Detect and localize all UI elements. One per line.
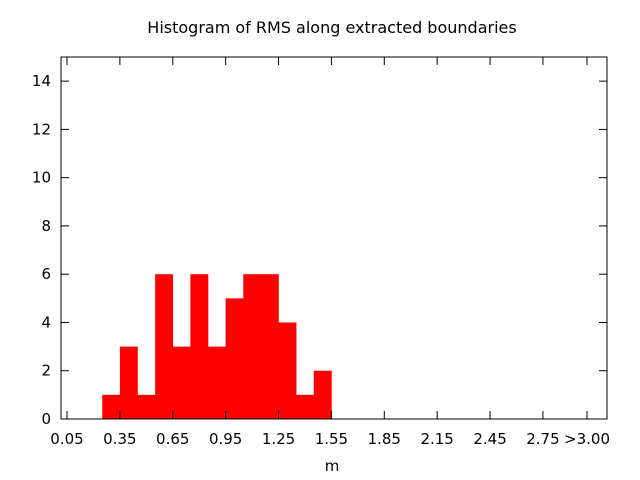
x-tick-label-0: 0.05 [50,430,83,448]
y-axis: 0 2 4 6 8 10 12 14 [32,72,607,428]
chart-title: Histogram of RMS along extracted boundar… [147,18,516,37]
x-axis-label: m [325,457,340,475]
x-tick-label-4: 1.25 [262,430,295,448]
y-tick-label-2: 4 [41,313,51,331]
plot-frame [60,56,608,420]
histogram-bar-2 [137,394,156,419]
x-tick-label-8: 2.45 [473,430,506,448]
y-tick-label-7: 14 [32,72,51,90]
y-tick-label-4: 8 [41,217,51,235]
histogram-bar-6 [208,346,226,419]
x-tick-label-9: 2.75 [526,430,559,448]
x-tick-label-2: 0.65 [156,430,189,448]
x-tick-label-7: 2.15 [420,430,453,448]
y-tick-label-1: 2 [41,362,51,380]
y-tick-label-0: 0 [41,410,51,428]
histogram-bar-10 [278,322,297,419]
histogram-bar-0 [102,394,121,419]
histogram-bar-4 [172,346,191,419]
x-tick-label-3: 0.95 [209,430,242,448]
x-axis: 0.05 0.35 0.65 0.95 1.25 1.55 1.85 2.15 2.45 2.75… [50,57,610,448]
histogram-bar-11 [296,394,315,419]
histogram-bar-7 [225,298,244,419]
bars-group [102,274,332,419]
histogram-bar-12 [313,370,332,419]
x-tick-label-10: >3.00 [564,430,610,448]
histogram-bar-9 [260,274,279,419]
histogram-bar-5 [190,274,209,419]
x-tick-label-6: 1.85 [368,430,401,448]
x-tick-label-1: 0.35 [103,430,136,448]
histogram-bar-3 [155,274,174,419]
y-tick-label-6: 12 [32,120,51,138]
y-tick-label-5: 10 [32,169,51,187]
histogram-bar-1 [119,346,138,419]
histogram-bar-8 [243,274,262,419]
x-tick-label-5: 1.55 [315,430,348,448]
y-tick-label-3: 6 [41,265,51,283]
